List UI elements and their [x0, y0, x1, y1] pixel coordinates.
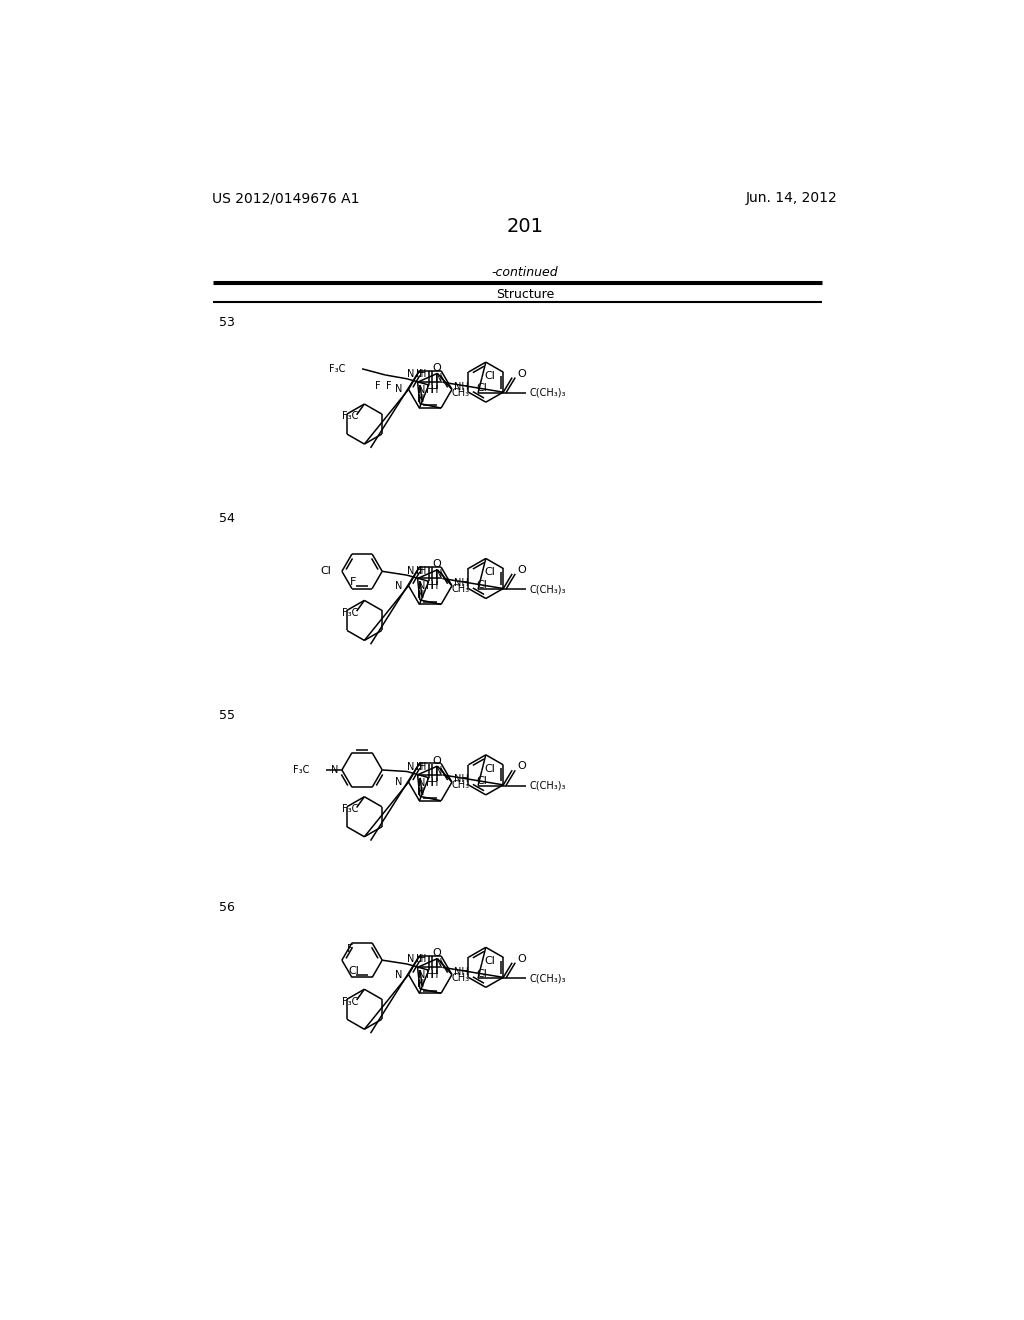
Text: F: F [375, 380, 380, 391]
Text: H: H [431, 777, 438, 788]
Text: NH: NH [454, 968, 469, 977]
Text: H: H [420, 954, 427, 965]
Text: N: N [418, 385, 425, 395]
Text: H: H [426, 581, 434, 591]
Text: N: N [417, 393, 424, 404]
Text: 54: 54 [219, 512, 236, 525]
Text: N: N [395, 970, 402, 979]
Text: Cl: Cl [484, 371, 496, 381]
Text: O: O [517, 368, 526, 379]
Text: N: N [417, 979, 424, 989]
Text: CH₃: CH₃ [452, 583, 470, 594]
Text: H: H [431, 581, 438, 591]
Text: Cl: Cl [321, 566, 331, 577]
Text: NH: NH [454, 775, 469, 784]
Text: Structure: Structure [496, 288, 554, 301]
Text: N: N [408, 370, 415, 379]
Text: O: O [432, 560, 440, 569]
Text: 53: 53 [219, 315, 236, 329]
Text: US 2012/0149676 A1: US 2012/0149676 A1 [212, 191, 359, 206]
Text: F₃C: F₃C [293, 766, 309, 775]
Text: N: N [332, 766, 339, 775]
Text: F: F [386, 380, 392, 391]
Text: H: H [416, 565, 423, 576]
Text: O: O [517, 954, 526, 964]
Text: N: N [395, 581, 402, 591]
Text: F₃C: F₃C [329, 364, 345, 374]
Text: C(CH₃)₃: C(CH₃)₃ [530, 973, 566, 983]
Text: F₃C: F₃C [342, 804, 358, 814]
Text: H: H [426, 777, 434, 788]
Text: H: H [416, 762, 423, 772]
Text: N: N [395, 384, 402, 395]
Text: N: N [434, 958, 442, 968]
Text: -continued: -continued [492, 265, 558, 279]
Text: O: O [432, 948, 440, 958]
Text: H: H [420, 565, 427, 576]
Text: C(CH₃)₃: C(CH₃)₃ [530, 780, 566, 791]
Text: H: H [420, 370, 427, 379]
Text: N: N [395, 777, 402, 787]
Text: Cl: Cl [476, 776, 487, 785]
Text: Cl: Cl [348, 966, 359, 977]
Text: CH₃: CH₃ [452, 388, 470, 397]
Text: N: N [417, 787, 424, 797]
Text: 55: 55 [219, 709, 236, 722]
Text: N: N [417, 590, 424, 601]
Text: Cl: Cl [484, 764, 496, 774]
Text: H: H [420, 762, 427, 772]
Text: Cl: Cl [476, 969, 487, 978]
Text: F: F [350, 577, 356, 587]
Text: F₃C: F₃C [342, 997, 358, 1007]
Text: C(CH₃)₃: C(CH₃)₃ [530, 585, 566, 594]
Text: F₃C: F₃C [342, 412, 358, 421]
Text: H: H [431, 970, 438, 979]
Text: Jun. 14, 2012: Jun. 14, 2012 [746, 191, 838, 206]
Text: N: N [418, 777, 425, 788]
Text: Cl: Cl [484, 956, 496, 966]
Text: CH₃: CH₃ [452, 780, 470, 791]
Text: F: F [347, 944, 353, 954]
Text: NH: NH [454, 578, 469, 589]
Text: 56: 56 [219, 902, 236, 915]
Text: CH₃: CH₃ [452, 973, 470, 983]
Text: H: H [416, 954, 423, 965]
Text: N: N [418, 970, 425, 979]
Text: F₃C: F₃C [342, 607, 358, 618]
Text: H: H [431, 385, 438, 395]
Text: N: N [418, 581, 425, 591]
Text: C(CH₃)₃: C(CH₃)₃ [530, 388, 566, 397]
Text: N: N [434, 374, 442, 383]
Text: O: O [517, 762, 526, 771]
Text: N: N [434, 569, 442, 579]
Text: Cl: Cl [476, 383, 487, 393]
Text: N: N [408, 954, 415, 965]
Text: NH: NH [454, 381, 469, 392]
Text: O: O [517, 565, 526, 576]
Text: Cl: Cl [484, 568, 496, 577]
Text: N: N [408, 762, 415, 772]
Text: N: N [408, 565, 415, 576]
Text: O: O [432, 363, 440, 374]
Text: 201: 201 [506, 216, 544, 236]
Text: N: N [434, 766, 442, 776]
Text: O: O [432, 756, 440, 766]
Text: H: H [416, 370, 423, 379]
Text: H: H [426, 970, 434, 979]
Text: H: H [426, 385, 434, 395]
Text: Cl: Cl [476, 579, 487, 590]
